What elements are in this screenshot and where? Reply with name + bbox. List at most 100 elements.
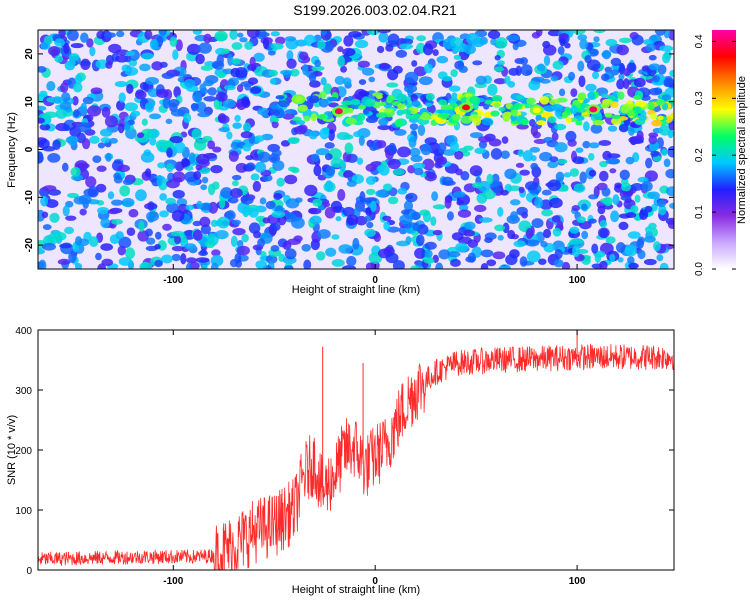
spectrogram-cell (61, 92, 71, 102)
spectrogram-cell (125, 247, 136, 260)
spectrogram-cell (636, 130, 644, 140)
spectrogram-cell (149, 113, 162, 120)
spectrogram-cell (308, 72, 317, 83)
spectrogram-cell (151, 61, 163, 71)
spectrogram-cell (482, 189, 496, 200)
spectrogram-cell (273, 110, 280, 116)
spectrogram-cell (587, 91, 596, 100)
spectrogram-cell (549, 156, 559, 163)
spectrogram-cell (262, 37, 270, 50)
spectrogram-cell (283, 265, 294, 269)
spectrogram-cell (376, 45, 385, 54)
spectrogram-cell (417, 124, 426, 136)
spectrogram-cell (70, 42, 84, 49)
spectrogram-cell (604, 112, 612, 117)
spectrogram-cell (101, 106, 111, 118)
spectrogram-cell (220, 187, 233, 199)
spectrogram-cell (670, 112, 674, 118)
spectrogram-cell (315, 148, 330, 156)
spectrogram-cell (599, 260, 608, 269)
spectrogram-cell (230, 235, 238, 247)
spectrogram-cell (648, 63, 661, 71)
spectrogram-cell (618, 221, 629, 231)
spectrogram-y-ticks: -20 -10 0 10 20 (24, 48, 674, 252)
spectrogram-cell (107, 209, 120, 215)
spectrogram-cell (77, 122, 92, 133)
spectrogram-cell (267, 50, 276, 56)
spectrogram-cell (493, 78, 507, 85)
spectrogram-y-axis-label: Frequency (Hz) (6, 112, 18, 188)
spectrogram-cell (610, 57, 622, 66)
spectrogram-cell (397, 146, 411, 158)
spectrogram-cell (601, 98, 613, 105)
spectrogram-cell (578, 75, 586, 88)
spectrogram-cell (354, 39, 369, 49)
spectrogram-cell (232, 174, 242, 181)
spectrogram-cell (422, 43, 434, 56)
spectrogram-cell (207, 87, 217, 96)
snr-x-axis-label: Height of straight line (km) (292, 584, 420, 596)
spectrogram-cell (342, 77, 352, 86)
spectrogram-cell (394, 129, 407, 136)
spectrogram-cell (80, 32, 89, 43)
spectrogram-cell (601, 187, 611, 197)
spectrogram-cell (529, 146, 541, 153)
spectrogram-cell (207, 233, 215, 245)
spectrogram-cell (318, 98, 329, 108)
spectrogram-cell (139, 63, 151, 72)
x-tick-label: -100 (163, 576, 183, 587)
spectrogram-cell (524, 181, 538, 191)
spectrogram-cell (287, 238, 301, 245)
spectrogram-cell (350, 98, 361, 106)
spectrogram-cell (492, 251, 506, 260)
spectrogram-cell (386, 95, 396, 102)
spectrogram-cell (502, 222, 510, 234)
spectrogram-cell (193, 171, 202, 180)
spectrogram-cell (221, 48, 231, 54)
spectrogram-cell (577, 92, 587, 101)
spectrogram-cell (173, 86, 181, 98)
spectrogram-cell (348, 30, 362, 38)
spectrogram-cell (270, 42, 284, 50)
spectrogram-cell (117, 245, 126, 256)
y-tick-label: 0 (26, 566, 32, 577)
spectrogram-cell (334, 108, 343, 115)
spectrogram-cell (620, 195, 632, 201)
spectrogram-cell (289, 68, 300, 77)
snr-x-ticks: -100 0 100 (163, 330, 586, 587)
spectrogram-cell (89, 135, 100, 144)
y-tick-label: 0 (24, 146, 35, 152)
spectrogram-cell (630, 183, 644, 191)
spectrogram-cell (320, 77, 327, 86)
spectrogram-cell (602, 150, 612, 161)
spectrogram-cell (97, 142, 106, 149)
spectrogram-cell (68, 53, 80, 61)
spectrogram-cell (370, 200, 377, 213)
spectrogram-cell (72, 95, 79, 106)
spectrogram-cell (43, 111, 58, 119)
spectrogram-cell (599, 228, 609, 238)
spectrogram-cell (497, 206, 504, 217)
spectrogram-cell (504, 75, 511, 85)
spectrogram-cell (166, 163, 174, 173)
spectrogram-cell (585, 83, 597, 92)
spectrogram-cell (328, 129, 335, 141)
spectrogram-cell (509, 199, 521, 206)
spectrogram-cell (184, 243, 197, 250)
spectrogram-cell (165, 118, 173, 125)
spectrogram-cell (409, 123, 419, 131)
spectrogram-cell (481, 118, 493, 126)
spectrogram-cell (519, 169, 530, 176)
spectrogram-cell (358, 90, 370, 97)
y-tick-label: -10 (24, 190, 35, 205)
spectrogram-cell (122, 178, 134, 186)
spectrogram-cell (364, 228, 376, 237)
spectrogram-cell (80, 58, 91, 70)
spectrogram-cell (154, 244, 161, 250)
spectrogram-cell (656, 254, 664, 262)
spectrogram-cell (223, 85, 236, 91)
spectrogram-cell (352, 237, 360, 250)
spectrogram-cell (484, 237, 493, 243)
spectrogram-cell (82, 138, 91, 150)
